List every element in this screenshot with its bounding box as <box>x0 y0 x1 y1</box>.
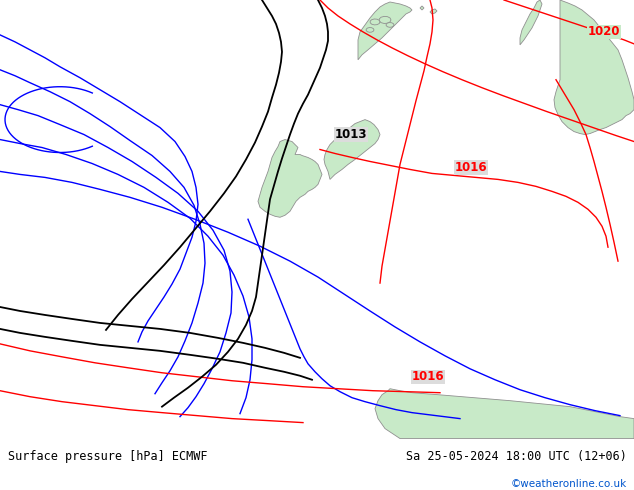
Polygon shape <box>379 16 391 24</box>
Text: 1016: 1016 <box>455 161 488 174</box>
Polygon shape <box>520 0 542 45</box>
Polygon shape <box>554 0 634 135</box>
Text: 1016: 1016 <box>411 370 444 383</box>
Polygon shape <box>420 6 424 10</box>
Text: Surface pressure [hPa] ECMWF: Surface pressure [hPa] ECMWF <box>8 450 207 463</box>
Polygon shape <box>366 27 374 32</box>
Text: 1013: 1013 <box>335 128 368 141</box>
Polygon shape <box>258 140 322 217</box>
Polygon shape <box>370 19 380 25</box>
Polygon shape <box>324 120 380 179</box>
Polygon shape <box>386 23 394 27</box>
Polygon shape <box>375 389 634 439</box>
Text: 1020: 1020 <box>588 25 621 38</box>
Text: Sa 25-05-2024 18:00 UTC (12+06): Sa 25-05-2024 18:00 UTC (12+06) <box>406 450 626 463</box>
Polygon shape <box>430 9 437 14</box>
Text: ©weatheronline.co.uk: ©weatheronline.co.uk <box>510 479 626 489</box>
Polygon shape <box>358 2 412 60</box>
